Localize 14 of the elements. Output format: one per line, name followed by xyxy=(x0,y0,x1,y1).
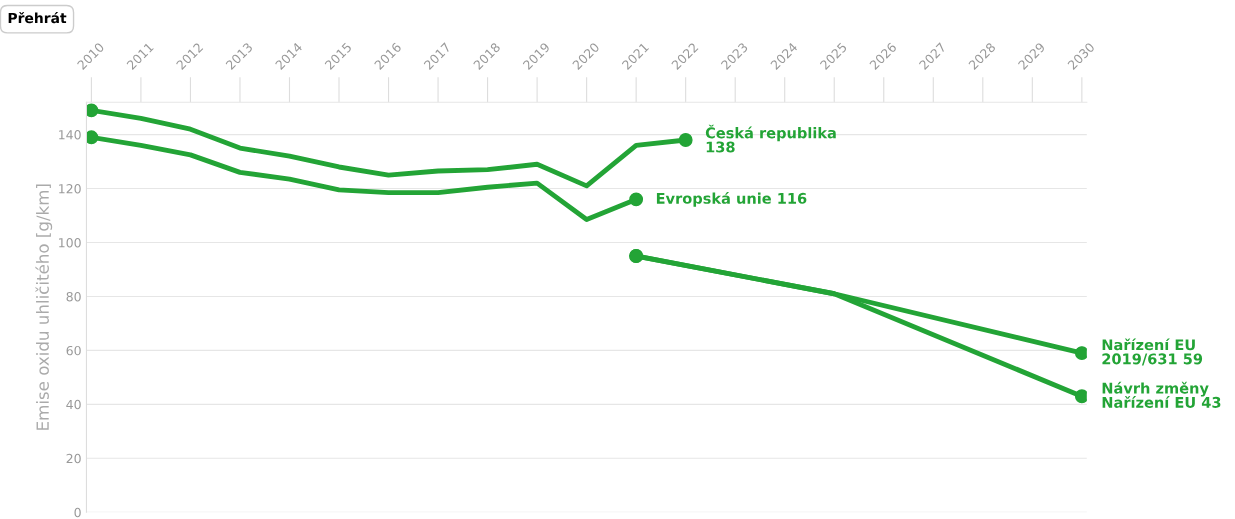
y-tick-label: 120 xyxy=(59,184,81,194)
annotation: Návrh změny Nařízení EU 43 xyxy=(1102,381,1221,408)
y-tick-label: 100 xyxy=(59,237,81,248)
annotation: Česká republika 138 xyxy=(705,124,836,153)
y-tick-label: 60 xyxy=(66,345,81,356)
annotation: Nařízení EU 2019/631 59 xyxy=(1102,338,1203,366)
y-tick-label: 20 xyxy=(66,453,81,464)
y-tick-label: 80 xyxy=(66,291,81,302)
y-tick-label: 40 xyxy=(66,399,81,410)
y-tick-label: 0 xyxy=(74,507,81,518)
text: Přehrát xyxy=(8,11,67,24)
y-axis-title: Emise oxidu uhličitého [g/km] xyxy=(35,184,53,430)
annotation: Evropská unie 116 xyxy=(656,192,807,207)
y-tick-label: 140 xyxy=(59,130,81,140)
